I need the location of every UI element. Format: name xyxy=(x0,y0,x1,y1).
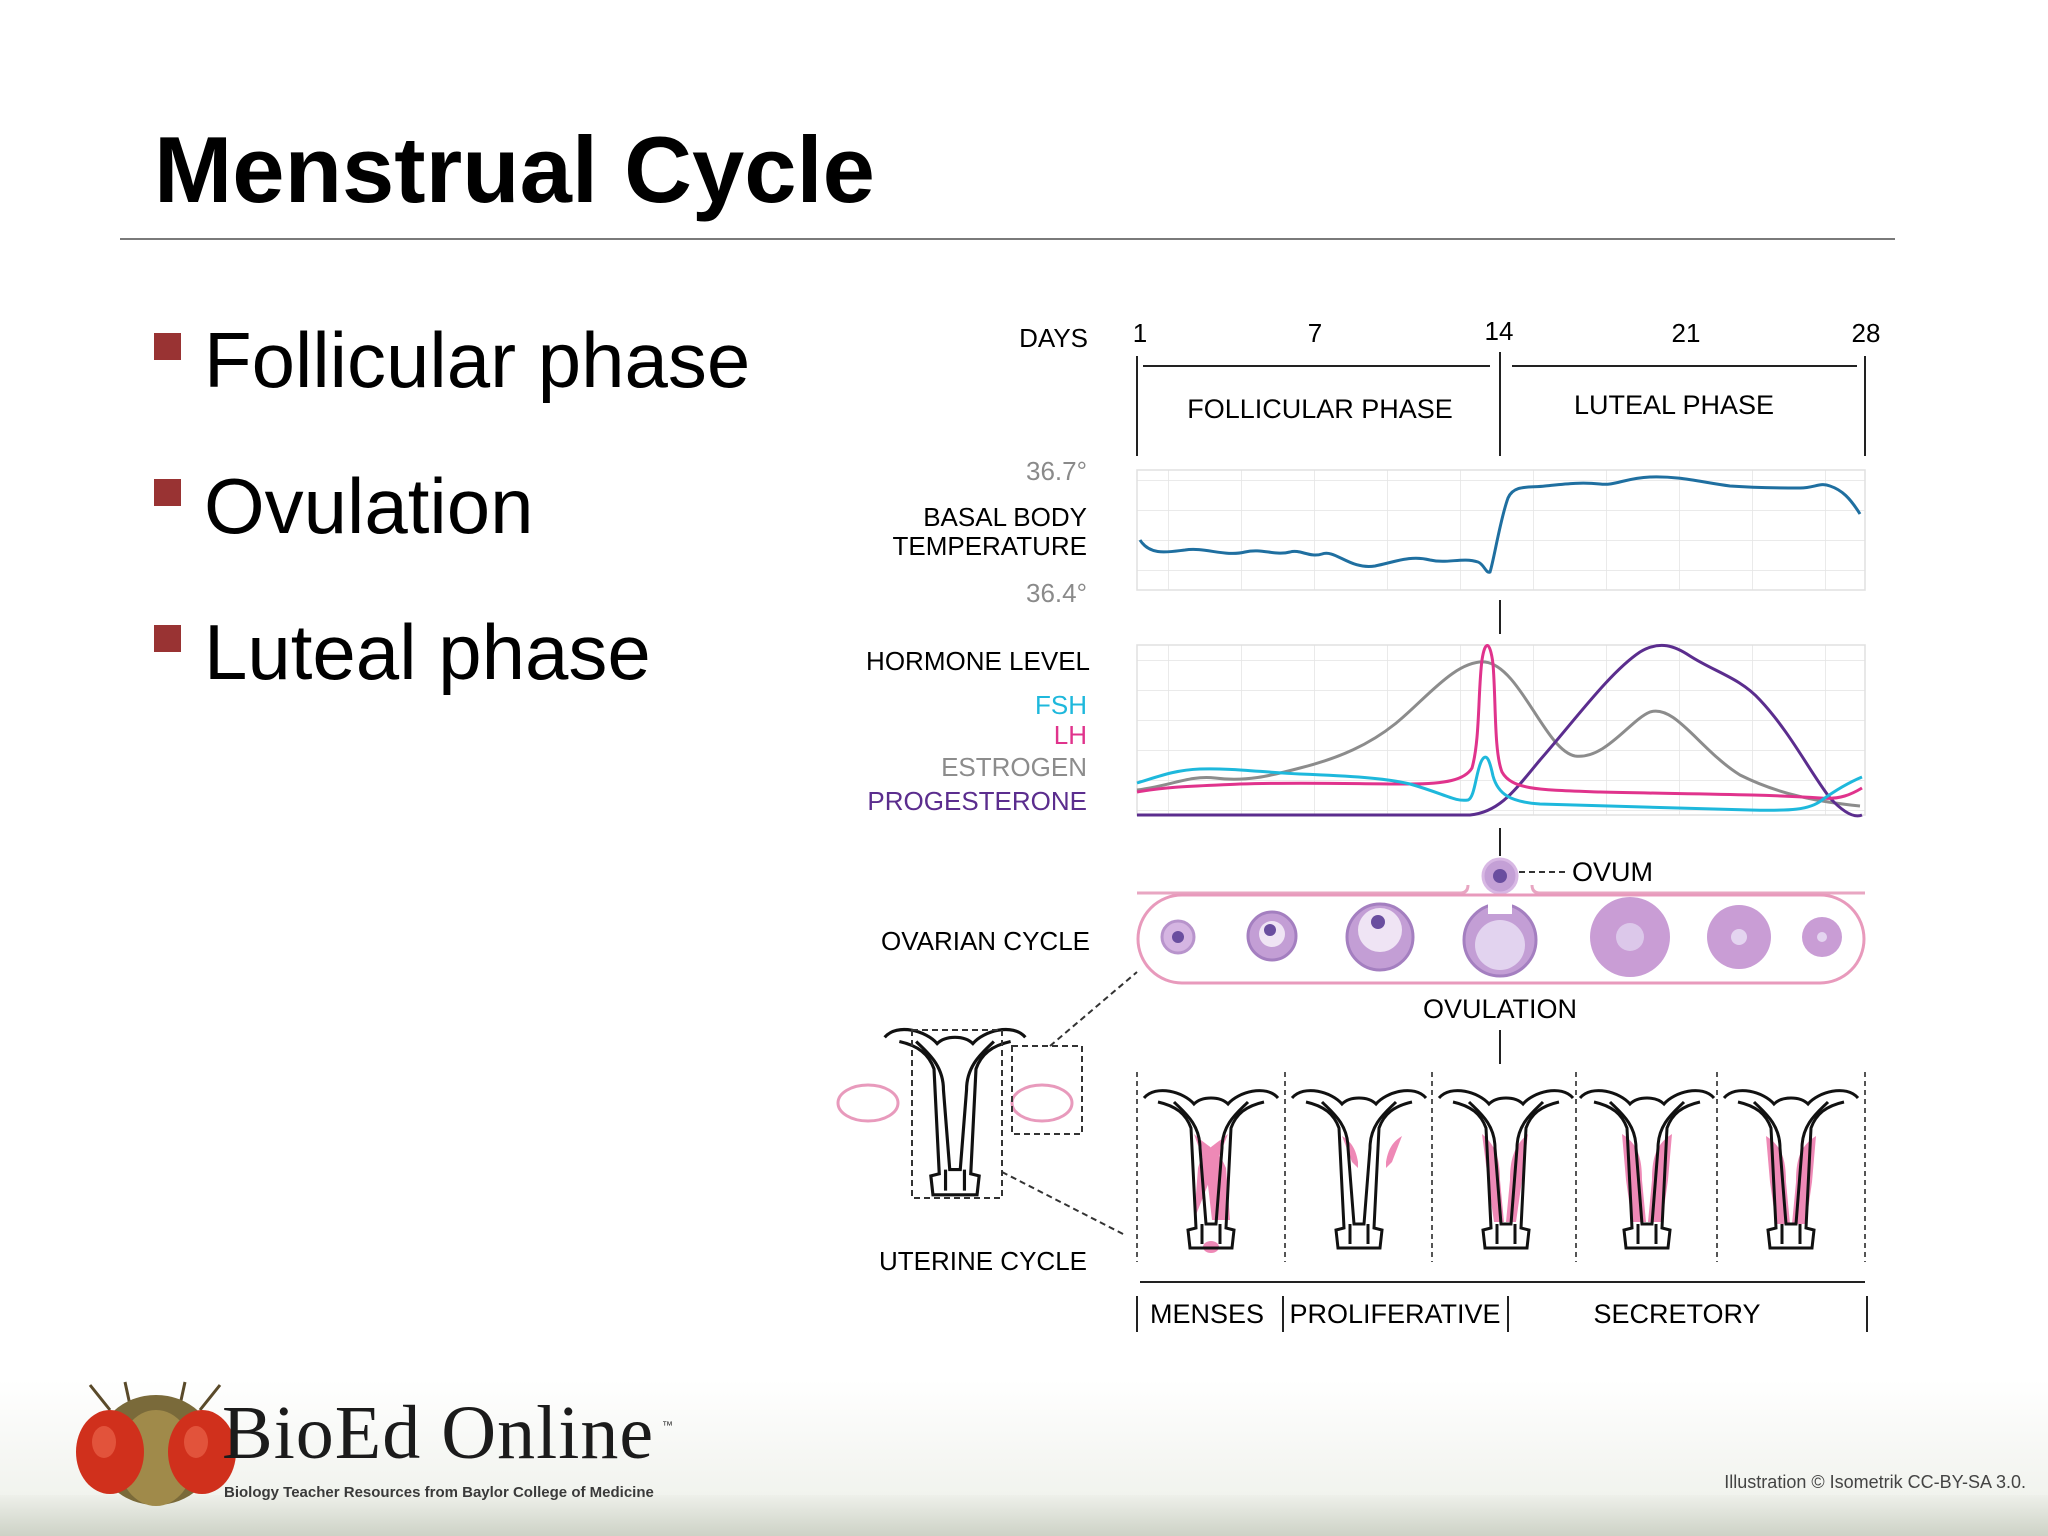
days-label: DAYS xyxy=(1019,323,1088,353)
lh-label: LH xyxy=(1054,720,1087,750)
uterus-reference-icon xyxy=(836,971,1138,1236)
day-tick-label: 21 xyxy=(1672,318,1701,348)
fruit-fly-logo-icon xyxy=(76,1381,236,1506)
phase-brackets xyxy=(1136,352,1866,1064)
ovulation-label: OVULATION xyxy=(1423,994,1577,1024)
logo-tagline: Biology Teacher Resources from Baylor Co… xyxy=(224,1484,654,1501)
temperature-min-label: 36.4° xyxy=(1026,578,1087,608)
bullet-item: Luteal phase xyxy=(154,597,750,743)
fsh-label: FSH xyxy=(1035,690,1087,720)
proliferative-label: PROLIFERATIVE xyxy=(1289,1299,1500,1329)
bullet-text: Ovulation xyxy=(204,462,534,550)
bullet-text: Follicular phase xyxy=(204,316,751,404)
ovum-label: OVUM xyxy=(1572,857,1653,887)
logo-trademark: ™ xyxy=(662,1420,673,1432)
uterus-stage-proliferative xyxy=(1290,1089,1428,1250)
temperature-max-label: 36.7° xyxy=(1026,456,1087,486)
ovum-icon xyxy=(1481,857,1519,895)
bullet-square-icon xyxy=(154,625,181,652)
uterus-stage-ovulation xyxy=(1437,1089,1575,1250)
uterus-stage-secretory-early xyxy=(1578,1089,1716,1250)
day-tick-label: 14 xyxy=(1485,316,1514,346)
hormone-grid xyxy=(1136,644,1866,816)
progesterone-curve xyxy=(1137,643,1863,818)
bullet-item: Follicular phase xyxy=(154,305,750,451)
uterine-phase-brackets xyxy=(1136,1281,1868,1332)
lh-curve xyxy=(1136,644,1863,800)
footer-band xyxy=(0,1495,2048,1536)
bullet-square-icon xyxy=(154,333,181,360)
hormone-level-label: HORMONE LEVEL xyxy=(866,646,1090,676)
day-tick-label: 1 xyxy=(1133,318,1147,348)
temperature-label: BASAL BODY xyxy=(923,502,1087,532)
title-divider xyxy=(120,238,1895,240)
illustration-credit: Illustration © Isometrik CC-BY-SA 3.0. xyxy=(1724,1472,2026,1492)
uterine-cycle-label: UTERINE CYCLE xyxy=(879,1246,1087,1276)
footer-fade xyxy=(0,1380,2048,1495)
day-tick-label: 7 xyxy=(1308,318,1322,348)
temperature-curve xyxy=(1138,475,1862,574)
temperature-label: TEMPERATURE xyxy=(892,531,1087,561)
bullet-square-icon xyxy=(154,479,181,506)
bullet-list: Follicular phase Ovulation Luteal phase xyxy=(154,305,750,743)
menses-label: MENSES xyxy=(1150,1299,1264,1329)
temperature-grid xyxy=(1136,469,1866,591)
fsh-curve xyxy=(1136,755,1863,812)
uterus-stage-menses xyxy=(1142,1089,1280,1253)
progesterone-label: PROGESTERONE xyxy=(867,786,1087,816)
day-tick-label: 28 xyxy=(1852,318,1881,348)
ovum-bracket xyxy=(1137,884,1865,895)
bullet-item: Ovulation xyxy=(154,451,750,597)
luteal-phase-label: LUTEAL PHASE xyxy=(1574,390,1774,420)
secretory-label: SECRETORY xyxy=(1593,1299,1760,1329)
estrogen-label: ESTROGEN xyxy=(941,752,1087,782)
uterine-dividers xyxy=(1136,1072,1866,1262)
follicular-phase-label: FOLLICULAR PHASE xyxy=(1187,394,1453,424)
ovary-outline xyxy=(1136,893,1866,985)
logo-wordmark: BioEd Online xyxy=(222,1391,655,1475)
bullet-text: Luteal phase xyxy=(204,608,651,696)
ovarian-cycle-label: OVARIAN CYCLE xyxy=(881,926,1090,956)
follicle-sequence xyxy=(1160,897,1842,978)
slide-title: Menstrual Cycle xyxy=(154,117,875,222)
estrogen-curve xyxy=(1136,660,1861,808)
uterus-stage-secretory-late xyxy=(1722,1089,1860,1250)
